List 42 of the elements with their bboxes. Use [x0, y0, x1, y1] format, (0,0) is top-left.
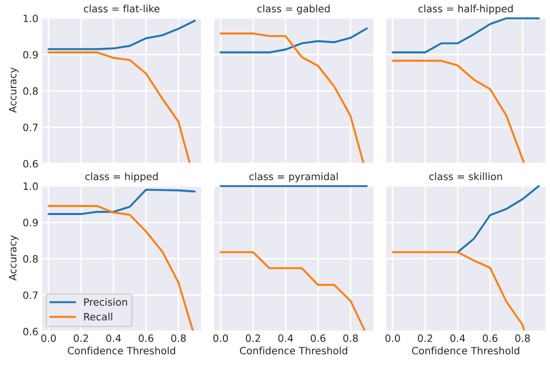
legend-label: Recall [84, 312, 112, 320]
x-tick-label: 0.0 [41, 334, 56, 342]
chart-title: class = half-hipped [418, 4, 513, 14]
x-tick-label: 0.8 [343, 334, 358, 342]
x-tick-label: 0.8 [515, 334, 530, 342]
chart-title: class = skillion [429, 172, 502, 180]
y-tick-label: 0.8 [23, 255, 38, 263]
line-series [48, 188, 196, 216]
x-tick-label: 0.4 [106, 334, 121, 342]
y-tick-label: 0.7 [23, 291, 38, 300]
x-tick-label: 0.8 [171, 334, 186, 342]
x-tick-label: 0.2 [418, 334, 432, 342]
y-tick-label: 0.6 [23, 160, 38, 168]
x-tick-label: 0.4 [450, 334, 466, 342]
chart-title: class = pyramidal [249, 172, 338, 182]
x-tick-label: 0.0 [213, 334, 228, 342]
line-series [48, 20, 196, 50]
x-axis-title: Confidence Threshold [240, 346, 348, 354]
y-tick-label: 0.9 [23, 50, 38, 59]
line-series [48, 205, 194, 332]
x-tick-label: 0.2 [246, 334, 260, 342]
y-tick-label: 0.9 [23, 218, 38, 226]
legend-label: Precision [84, 298, 128, 306]
x-tick-label: 0.4 [278, 334, 293, 342]
chart-title: class = gabled [257, 4, 330, 14]
line-series [48, 51, 191, 164]
chart-title: class = hipped [85, 172, 158, 182]
y-tick-label: 1.0 [24, 182, 38, 190]
y-tick-label: 1.0 [24, 14, 38, 22]
y-tick-label: 0.6 [23, 328, 38, 336]
x-axis-title: Confidence Threshold [68, 346, 176, 354]
y-axis-title: Accuracy [9, 67, 18, 113]
x-tick-label: 0.0 [385, 334, 400, 342]
x-tick-label: 0.2 [74, 334, 88, 342]
chart-title: class = flat-like [84, 4, 160, 12]
x-tick-label: 0.6 [138, 334, 154, 342]
y-tick-label: 0.8 [23, 87, 38, 95]
x-axis-title: Confidence Threshold [412, 346, 520, 354]
y-axis-title: Accuracy [9, 235, 18, 281]
x-tick-label: 0.6 [310, 334, 326, 342]
y-tick-label: 0.7 [23, 124, 38, 132]
x-tick-label: 0.6 [482, 334, 498, 342]
